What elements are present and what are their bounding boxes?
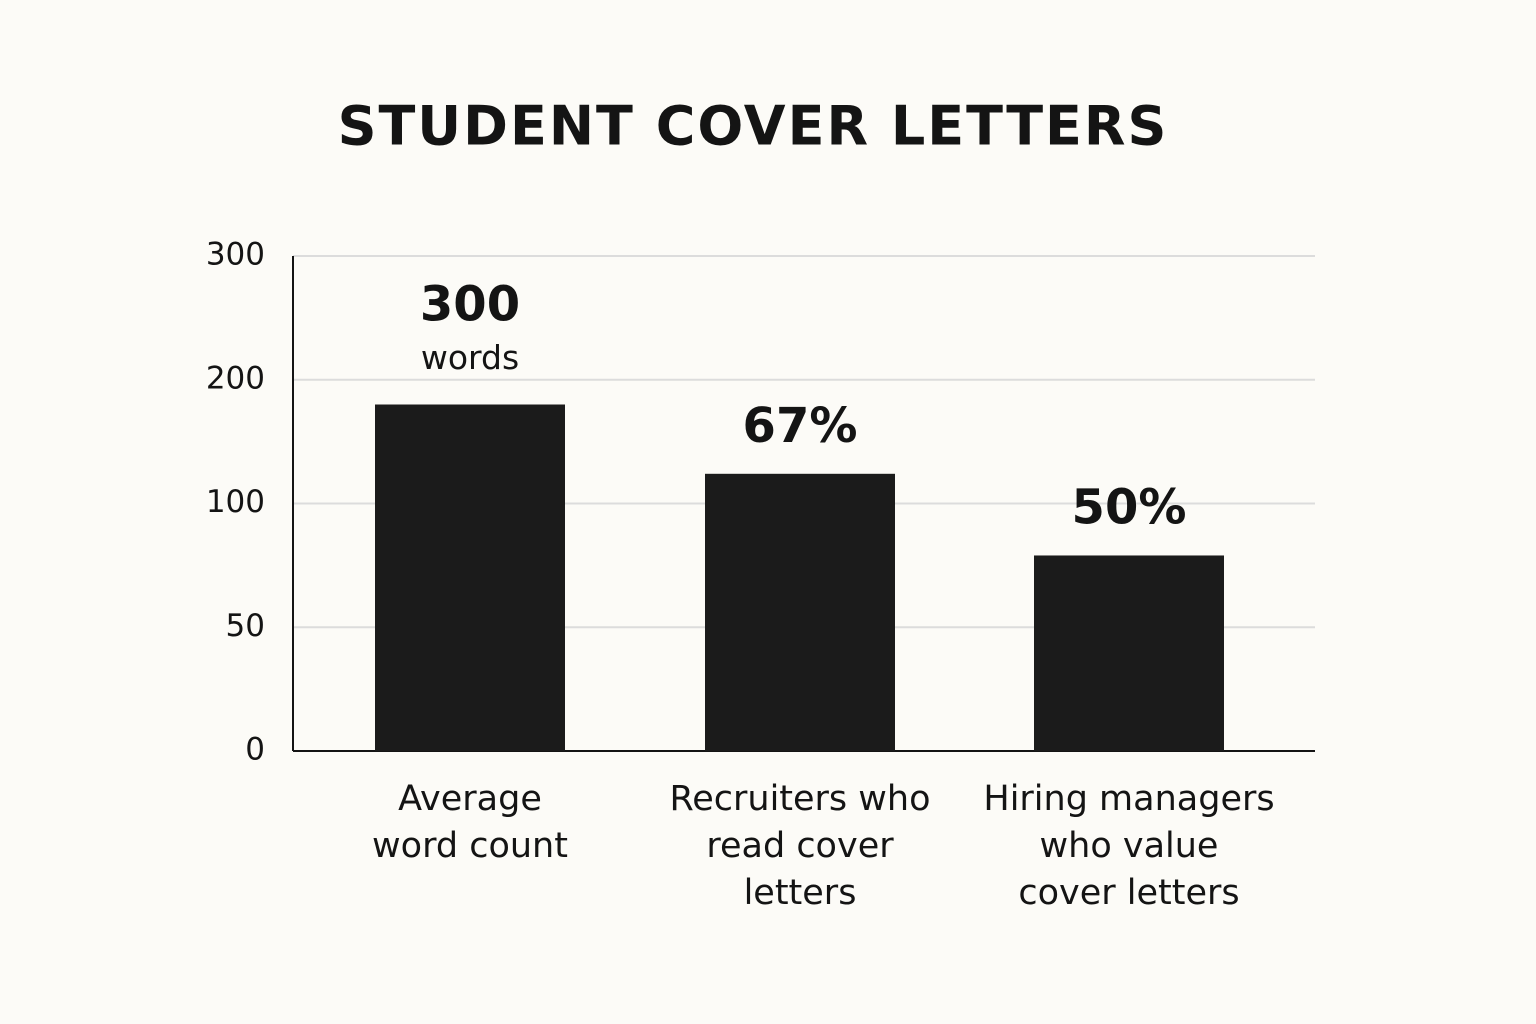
y-tick-label: 100 [206,484,265,520]
bar [705,473,895,751]
x-tick-label: letters [744,873,857,913]
y-tick-label: 0 [245,732,265,768]
chart-title: STUDENT COVER LETTERS [338,95,1169,158]
y-tick-label: 50 [226,608,265,644]
bar-annotation: words [421,338,519,377]
x-tick-label: word count [372,826,568,866]
x-tick-label: cover letters [1018,873,1239,913]
bar-annotation: 50% [1072,479,1187,535]
x-tick-label: Hiring managers [983,779,1274,819]
y-tick-label: 200 [206,360,265,396]
x-tick-label: read cover [706,826,894,866]
x-tick-label: who value [1040,826,1219,866]
y-tick-label: 300 [206,237,265,273]
bar [1034,555,1224,751]
x-tick-label: Recruiters who [669,779,930,819]
bar-annotation: 67% [743,398,858,454]
bar [375,404,565,751]
x-tick-label: Average [398,779,542,819]
bar-annotation: 300 [420,277,520,333]
